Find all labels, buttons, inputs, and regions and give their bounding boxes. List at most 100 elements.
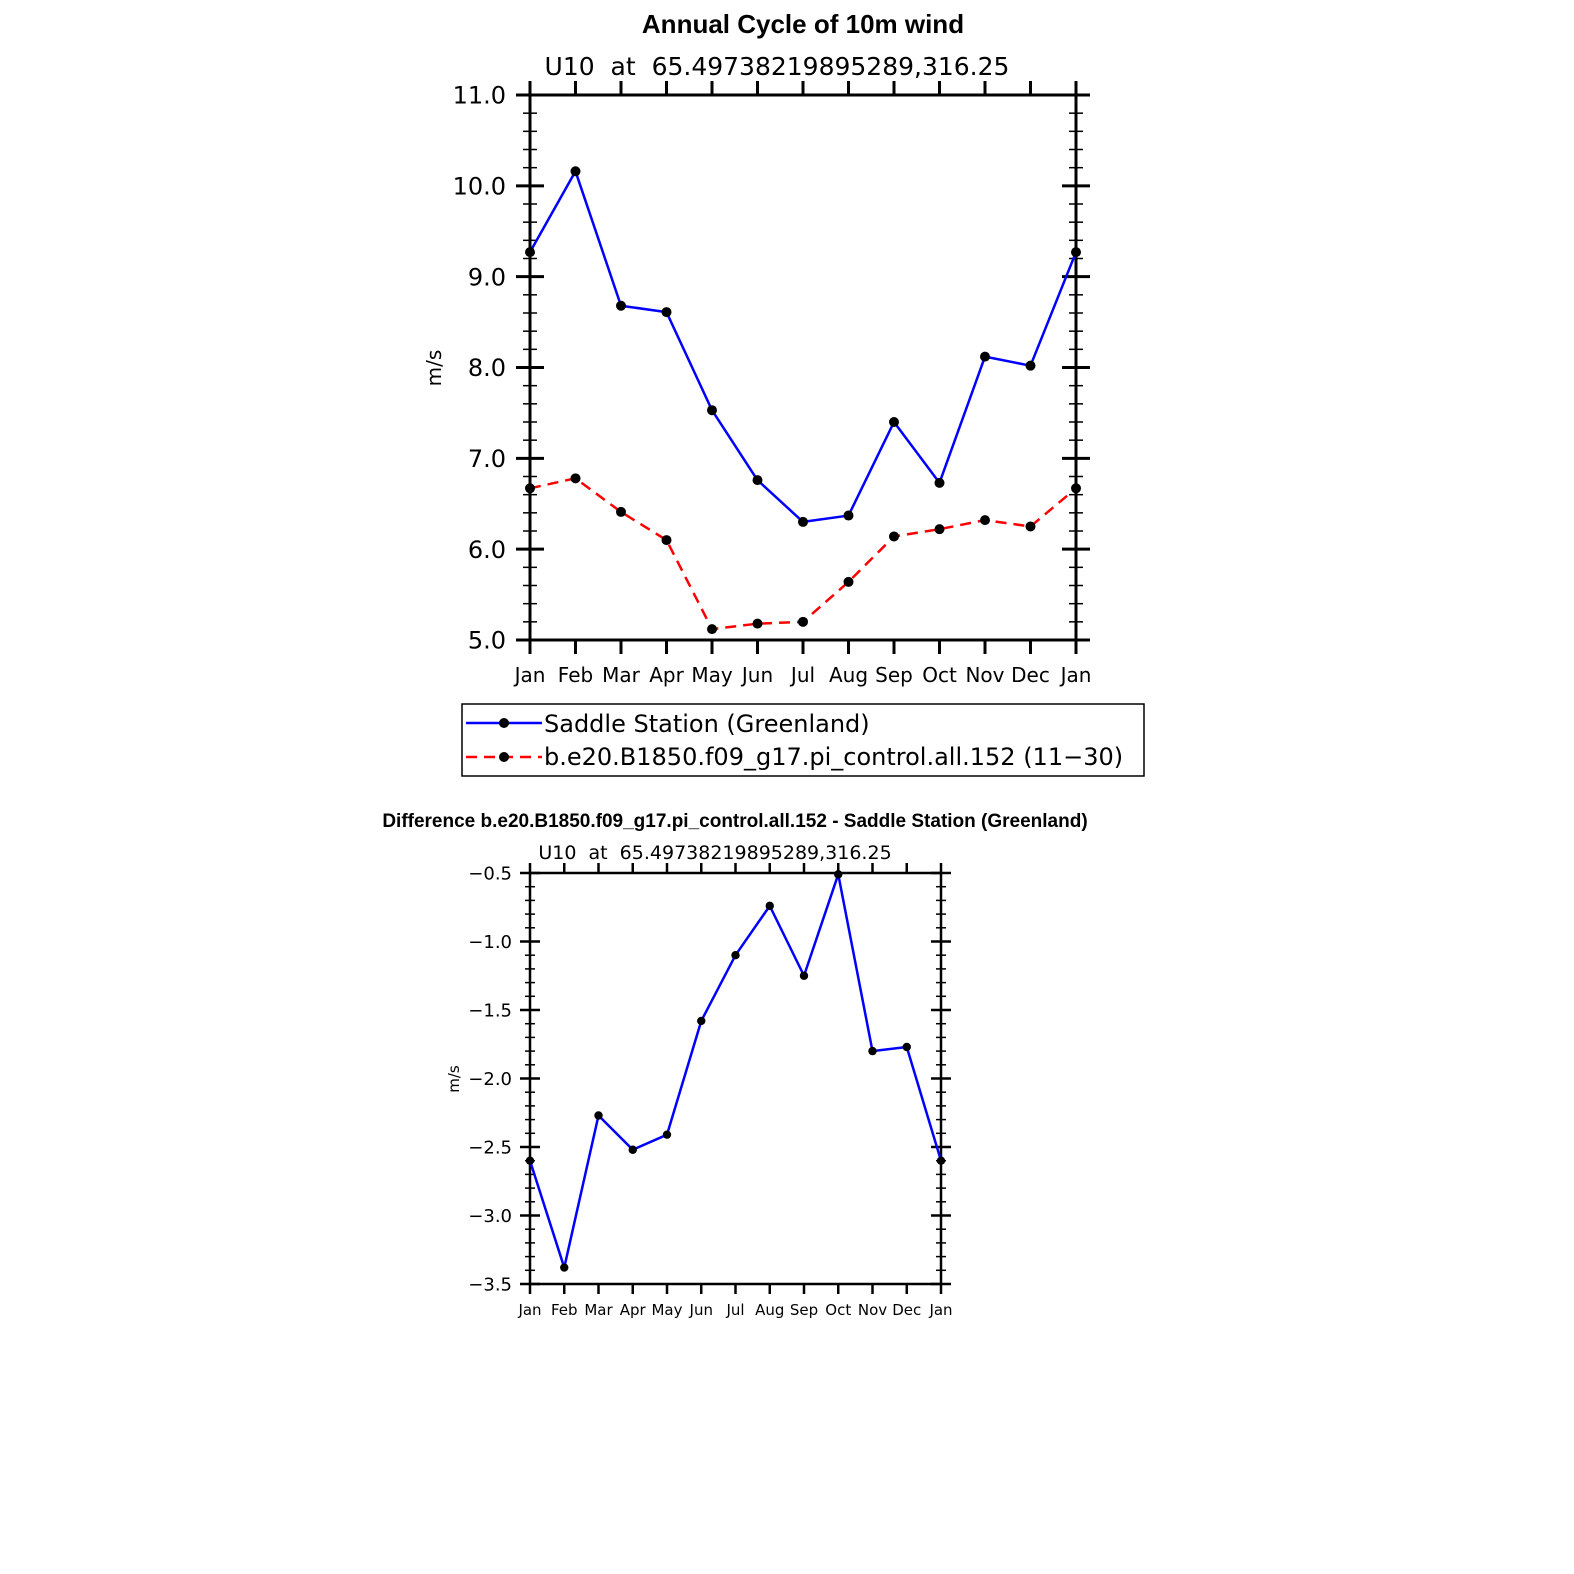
- c2-xtick-label: Nov: [858, 1301, 887, 1319]
- c1-xtick-label: Oct: [922, 663, 957, 687]
- c2-xtick-label: Mar: [584, 1301, 613, 1319]
- c1-series-1-point: [525, 483, 535, 494]
- legend: Saddle Station (Greenland) b.e20.B1850.f…: [461, 703, 1145, 777]
- c2-series-0-point: [936, 1156, 946, 1165]
- c2-xtick-label: Jun: [689, 1301, 713, 1319]
- c1-series-0-point: [1071, 247, 1081, 258]
- c2-ytick-label: −1.5: [468, 1000, 512, 1021]
- c1-series-1-point: [707, 624, 717, 635]
- c1-series-0-point: [661, 307, 672, 318]
- c1-xtick-label: Dec: [1011, 663, 1050, 687]
- c2-xtick-label: Apr: [620, 1301, 647, 1319]
- c1-series-1-point: [934, 524, 945, 535]
- c1-series-1-point: [798, 616, 808, 627]
- c1-xtick-label: Feb: [558, 663, 593, 687]
- c2-series-0-point: [868, 1046, 877, 1056]
- chart2-y-tick-labels: −3.5 −3.0 −2.5 −2.0 −1.5 −1.0 −0.5: [468, 863, 512, 1295]
- c2-series-0-point: [697, 1016, 706, 1026]
- chart1-y-tick-labels: 5.0 6.0 7.0 8.0 9.0 10.0 11.0: [453, 82, 506, 655]
- c2-ytick-label: −0.5: [468, 863, 512, 884]
- c2-series-0-point: [628, 1145, 637, 1154]
- c1-xtick-label: Jun: [740, 663, 773, 687]
- c1-series-0-point: [980, 351, 990, 362]
- c1-series-1-point: [889, 531, 899, 542]
- c1-series-1-point: [752, 618, 763, 629]
- chart1-subtitle: U10 at 65.49738219895289,316.25: [545, 52, 1010, 81]
- c2-xtick-label: Jul: [725, 1301, 744, 1319]
- chart2-title: Difference b.e20.B1850.f09_g17.pi_contro…: [382, 811, 1087, 832]
- chart2-subtitle: U10 at 65.49738219895289,316.25: [538, 842, 891, 864]
- c1-ytick-label: 7.0: [468, 445, 506, 473]
- c1-series-0-point: [570, 166, 581, 177]
- chart2-series: [525, 870, 946, 1272]
- c1-xtick-label: Jan: [1059, 663, 1092, 687]
- c1-series-1-point: [843, 576, 854, 587]
- c1-xtick-label: Jan: [513, 663, 546, 687]
- c1-series-0-point: [707, 405, 717, 416]
- c1-series-1-point: [1025, 521, 1036, 532]
- legend-box: [461, 703, 1145, 777]
- chart1-series: [525, 166, 1081, 635]
- c2-series-0-point: [525, 1156, 535, 1165]
- c1-series-0-point: [843, 510, 854, 521]
- c1-ytick-label: 10.0: [453, 172, 506, 200]
- c1-series-0-point: [934, 477, 945, 488]
- c2-xtick-label: Sep: [790, 1301, 818, 1319]
- c2-xtick-label: Dec: [892, 1301, 921, 1319]
- chart2-ylabel: m/s: [445, 1065, 463, 1093]
- chart1-axes: [516, 81, 1090, 654]
- c1-series-1-point: [661, 535, 672, 546]
- c2-xtick-label: Jan: [928, 1301, 952, 1319]
- c1-ytick-label: 11.0: [453, 82, 506, 110]
- legend-label-control: b.e20.B1850.f09_g17.pi_control.all.152 (…: [544, 743, 1123, 771]
- c1-series-0-point: [1025, 360, 1036, 371]
- c2-series-0-point: [560, 1263, 569, 1272]
- c2-xtick-label: Aug: [755, 1301, 784, 1319]
- c1-xtick-label: Nov: [965, 663, 1004, 687]
- c1-ytick-label: 5.0: [468, 627, 506, 655]
- c1-ytick-label: 9.0: [468, 263, 506, 291]
- c1-ytick-label: 8.0: [468, 354, 506, 382]
- c1-series-0-point: [616, 300, 626, 311]
- c2-xtick-label: Oct: [825, 1301, 851, 1319]
- legend-label-saddle: Saddle Station (Greenland): [544, 710, 870, 738]
- c2-ytick-label: −2.0: [468, 1069, 512, 1090]
- c1-xtick-label: Aug: [829, 663, 868, 687]
- c2-ytick-label: −3.5: [468, 1274, 512, 1295]
- difference-chart: Difference b.e20.B1850.f09_g17.pi_contro…: [382, 811, 1087, 1319]
- c1-series-1-point: [1071, 483, 1081, 494]
- c2-series-0-point: [902, 1042, 911, 1052]
- c1-series-1-point: [616, 506, 626, 517]
- c2-xtick-label: Feb: [551, 1301, 578, 1319]
- c2-series-0-point: [799, 971, 809, 980]
- c1-series-1-point: [980, 515, 990, 526]
- c1-xtick-label: Jul: [789, 663, 815, 687]
- c2-series-0-point: [765, 901, 774, 911]
- c1-ytick-label: 6.0: [468, 536, 506, 564]
- c2-ytick-label: −3.0: [468, 1206, 512, 1227]
- c2-series-0-point: [731, 951, 740, 960]
- c1-series-0-point: [752, 475, 763, 486]
- chart2-x-tick-labels: Jan Feb Mar Apr May Jun Jul Aug Sep Oct Nov Dec Jan: [517, 1301, 952, 1319]
- c1-xtick-label: Sep: [875, 663, 913, 687]
- c1-series-1-point: [570, 473, 581, 484]
- c2-series-0-point: [834, 870, 843, 879]
- c2-xtick-label: May: [651, 1301, 682, 1319]
- chart1-title: Annual Cycle of 10m wind: [642, 9, 964, 39]
- c1-xtick-label: Apr: [649, 663, 684, 687]
- c1-series-0-point: [798, 516, 808, 527]
- legend-marker-control: [499, 752, 509, 762]
- chart1-x-tick-labels: Jan Feb Mar Apr May Jun Jul Aug Sep Oct Nov Dec Jan: [513, 663, 1092, 687]
- annual-cycle-chart: Annual Cycle of 10m wind U10 at 65.49738…: [422, 9, 1091, 687]
- c2-series-0-point: [662, 1130, 672, 1139]
- legend-marker-saddle: [499, 718, 509, 728]
- c2-series-0-point: [594, 1111, 603, 1120]
- chart2-axes: [520, 863, 951, 1294]
- c1-xtick-label: May: [691, 663, 733, 687]
- c1-xtick-label: Mar: [602, 663, 641, 687]
- c2-xtick-label: Jan: [517, 1301, 541, 1319]
- c1-series-0-point: [889, 417, 899, 427]
- chart1-ylabel: m/s: [422, 350, 446, 387]
- c2-ytick-label: −1.0: [468, 932, 512, 953]
